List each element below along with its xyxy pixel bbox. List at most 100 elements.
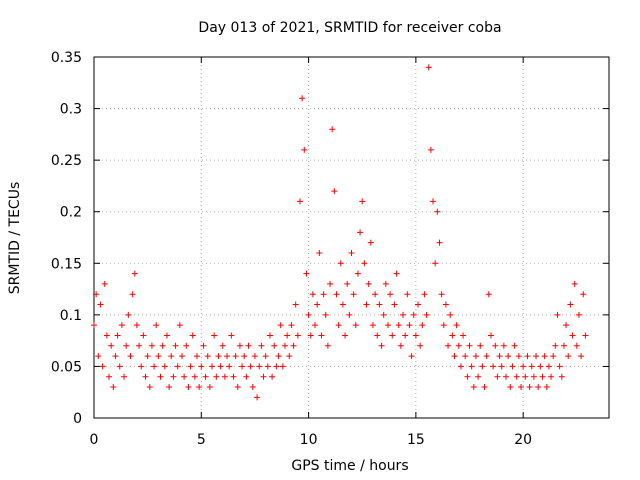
y-tick-label: 0.05 xyxy=(51,359,82,375)
data-point xyxy=(417,342,424,349)
data-point xyxy=(245,342,252,349)
data-point xyxy=(363,301,370,308)
data-point xyxy=(251,353,258,360)
data-point xyxy=(333,291,340,298)
data-point xyxy=(226,363,233,370)
data-point xyxy=(166,384,173,391)
data-point xyxy=(384,322,391,329)
data-point xyxy=(176,322,183,329)
data-point xyxy=(136,342,143,349)
data-point xyxy=(361,260,368,267)
data-point xyxy=(365,280,372,287)
data-point xyxy=(402,332,409,339)
data-point xyxy=(131,270,138,277)
data-point xyxy=(275,353,282,360)
data-point xyxy=(442,301,449,308)
data-point xyxy=(382,280,389,287)
data-point xyxy=(288,322,295,329)
data-point xyxy=(350,291,357,298)
data-point xyxy=(232,353,239,360)
data-point xyxy=(524,353,531,360)
data-point xyxy=(309,291,316,298)
data-point xyxy=(410,311,417,318)
data-point xyxy=(198,363,205,370)
data-point xyxy=(545,363,552,370)
plot-frame xyxy=(93,56,610,419)
data-point xyxy=(518,384,525,391)
data-point xyxy=(479,363,486,370)
data-point xyxy=(535,384,542,391)
data-point xyxy=(125,311,132,318)
data-point xyxy=(331,188,338,195)
data-point xyxy=(569,332,576,339)
y-tick-label: 0.1 xyxy=(60,308,82,324)
data-point xyxy=(449,332,456,339)
data-point xyxy=(209,363,216,370)
data-point xyxy=(460,332,467,339)
data-point xyxy=(419,322,426,329)
data-point xyxy=(183,342,190,349)
data-point xyxy=(178,353,185,360)
data-point xyxy=(249,384,256,391)
data-point xyxy=(148,342,155,349)
data-point xyxy=(404,291,411,298)
data-point xyxy=(262,353,269,360)
data-point xyxy=(297,198,303,205)
data-point xyxy=(294,332,301,339)
data-point xyxy=(230,373,237,380)
y-tick-label: 0.15 xyxy=(51,256,82,272)
data-point xyxy=(556,363,563,370)
data-point xyxy=(494,373,501,380)
data-point xyxy=(123,342,130,349)
tick-layer: 0 5 10 15 20 0 0.05 0.1 0.15 0.2 0.25 0.3 0.35 xyxy=(51,50,609,448)
data-point xyxy=(393,270,400,277)
data-point xyxy=(307,332,314,339)
data-point xyxy=(397,342,404,349)
data-point xyxy=(191,373,198,380)
data-point xyxy=(114,332,121,339)
data-point xyxy=(451,353,458,360)
data-point xyxy=(537,363,544,370)
data-point xyxy=(554,311,561,318)
points-layer xyxy=(91,64,589,401)
data-point xyxy=(224,353,231,360)
data-point xyxy=(470,384,477,391)
data-point xyxy=(509,363,516,370)
data-point xyxy=(155,353,162,360)
data-point xyxy=(151,363,158,370)
data-point xyxy=(481,384,488,391)
data-point xyxy=(376,301,383,308)
data-point xyxy=(582,332,589,339)
data-point xyxy=(206,384,213,391)
data-point xyxy=(346,311,353,318)
data-point xyxy=(284,332,291,339)
data-point xyxy=(339,301,346,308)
data-point xyxy=(406,322,413,329)
data-point xyxy=(110,384,117,391)
data-point xyxy=(453,322,460,329)
data-point xyxy=(318,332,325,339)
data-point xyxy=(159,342,166,349)
data-point xyxy=(106,373,113,380)
data-point xyxy=(247,363,254,370)
data-point xyxy=(202,373,209,380)
data-point xyxy=(378,342,385,349)
data-point xyxy=(168,353,175,360)
data-point xyxy=(528,363,535,370)
data-point xyxy=(357,229,364,236)
x-tick-label: 15 xyxy=(407,432,425,448)
data-point xyxy=(438,291,445,298)
data-point xyxy=(387,291,394,298)
data-point xyxy=(322,311,329,318)
data-point xyxy=(277,322,284,329)
data-point xyxy=(215,353,222,360)
data-point xyxy=(513,373,520,380)
data-point xyxy=(138,363,145,370)
data-point xyxy=(108,342,115,349)
data-point xyxy=(423,311,430,318)
data-point xyxy=(314,301,321,308)
data-point xyxy=(477,342,484,349)
data-point xyxy=(305,311,312,318)
data-point xyxy=(93,291,100,298)
